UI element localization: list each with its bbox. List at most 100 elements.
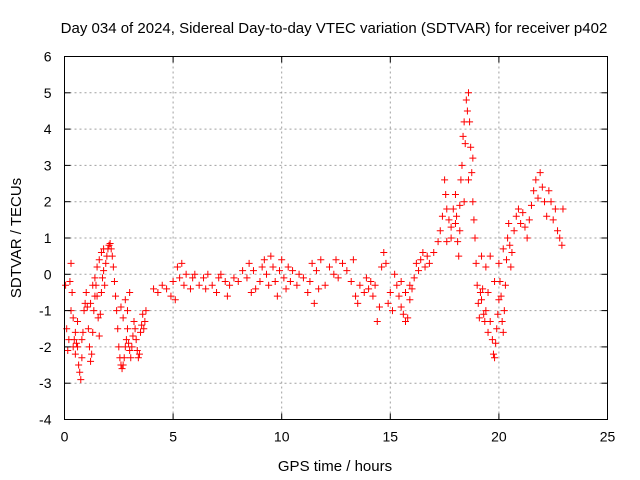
data-point — [393, 281, 401, 289]
data-point — [321, 281, 329, 289]
data-point — [447, 223, 455, 231]
data-point — [378, 263, 386, 271]
data-point — [453, 212, 461, 220]
data-point — [108, 252, 116, 260]
data-point — [521, 223, 529, 231]
data-point — [217, 270, 225, 278]
data-point — [486, 317, 494, 325]
data-point — [74, 317, 82, 325]
data-point — [215, 274, 223, 282]
data-series — [62, 89, 567, 384]
data-point — [506, 241, 514, 249]
data-point — [118, 365, 126, 373]
data-point — [495, 259, 503, 267]
data-point — [371, 281, 379, 289]
data-point — [130, 317, 138, 325]
data-point — [310, 299, 318, 307]
data-point — [142, 307, 150, 315]
data-point — [508, 249, 516, 257]
data-point — [499, 245, 507, 253]
data-point — [491, 354, 499, 362]
data-point — [119, 314, 127, 322]
data-point — [482, 307, 490, 315]
data-point — [519, 209, 527, 217]
data-point — [284, 263, 292, 271]
data-point — [443, 205, 451, 213]
data-point — [315, 285, 323, 293]
data-point — [467, 143, 475, 151]
data-point — [536, 169, 544, 177]
data-point — [510, 227, 518, 235]
data-point — [325, 263, 333, 271]
data-point — [137, 328, 145, 336]
data-point — [494, 310, 502, 318]
data-point — [75, 361, 83, 369]
data-point — [78, 354, 86, 362]
data-point — [110, 278, 118, 286]
data-point — [354, 299, 362, 307]
data-point — [189, 274, 197, 282]
data-point — [286, 278, 294, 286]
data-point — [500, 307, 508, 315]
data-point — [391, 270, 399, 278]
data-point — [497, 292, 505, 300]
data-point — [178, 259, 186, 267]
data-point — [173, 263, 181, 271]
data-point — [67, 259, 75, 267]
data-point — [436, 227, 444, 235]
data-point — [249, 267, 257, 275]
data-point — [408, 285, 416, 293]
data-point — [478, 252, 486, 260]
data-point — [476, 288, 484, 296]
data-point — [138, 321, 146, 329]
data-point — [404, 314, 412, 322]
data-point — [88, 350, 96, 358]
data-point — [226, 281, 234, 289]
data-point — [501, 281, 509, 289]
y-tick-label: 1 — [44, 230, 52, 246]
data-point — [95, 332, 103, 340]
data-point — [239, 267, 247, 275]
data-point — [204, 270, 212, 278]
y-tick-label: 2 — [44, 194, 52, 210]
data-point — [223, 292, 231, 300]
data-point — [89, 328, 97, 336]
data-point — [112, 292, 120, 300]
data-point — [180, 281, 188, 289]
data-point — [84, 325, 92, 333]
data-point — [72, 339, 80, 347]
data-point — [133, 347, 141, 355]
data-point — [260, 256, 268, 264]
data-point — [402, 317, 410, 325]
data-point — [123, 325, 131, 333]
data-point — [382, 259, 390, 267]
data-point — [167, 292, 175, 300]
data-point — [352, 292, 360, 300]
data-point — [472, 259, 480, 267]
data-point — [100, 267, 108, 275]
data-point — [464, 89, 472, 97]
data-point — [230, 274, 238, 282]
data-point — [71, 328, 79, 336]
data-point — [273, 292, 281, 300]
chart-title: Day 034 of 2024, Sidereal Day-to-day VTE… — [61, 20, 608, 37]
data-point — [541, 198, 549, 206]
data-point — [343, 267, 351, 275]
data-point — [512, 212, 520, 220]
data-point — [458, 161, 466, 169]
data-point — [489, 350, 497, 358]
data-point — [459, 132, 467, 140]
data-point — [330, 270, 338, 278]
data-point — [551, 205, 559, 213]
data-point — [471, 234, 479, 242]
data-point — [276, 267, 284, 275]
data-point — [469, 154, 477, 162]
data-point — [117, 303, 125, 311]
data-point — [252, 285, 260, 293]
data-point — [464, 176, 472, 184]
data-point — [532, 176, 540, 184]
data-point — [107, 245, 115, 253]
data-point — [347, 278, 355, 286]
data-point — [386, 288, 394, 296]
